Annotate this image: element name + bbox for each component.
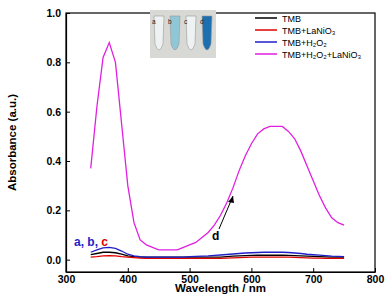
y-tick: 0.4 bbox=[46, 155, 70, 167]
inset-tube bbox=[186, 16, 196, 50]
y-tick: 0.2 bbox=[46, 204, 70, 216]
x-tick-label: 700 bbox=[305, 273, 323, 285]
annotation: a, b, c bbox=[74, 235, 108, 249]
y-tick: 0.0 bbox=[46, 254, 70, 266]
y-tick-label: 0.4 bbox=[46, 155, 61, 167]
chart: 3004005006007008000.00.20.40.60.81.0Wave… bbox=[0, 0, 389, 295]
x-tick-mark bbox=[375, 268, 376, 272]
y-tick-mark bbox=[66, 13, 70, 14]
legend-swatch bbox=[255, 41, 277, 43]
series-line bbox=[91, 43, 344, 250]
x-tick-mark bbox=[190, 268, 191, 272]
annotation-arrowhead bbox=[228, 196, 234, 203]
y-tick: 1.0 bbox=[46, 7, 70, 19]
legend-label: TMB+LaNiO₃ bbox=[282, 26, 336, 36]
annotation: d bbox=[212, 229, 219, 243]
y-tick-mark bbox=[66, 112, 70, 113]
y-axis-line bbox=[66, 14, 67, 273]
y-axis: 0.0 0.2 0.4 0.6 0.8 1.0 bbox=[46, 7, 70, 273]
y-tick: 0.6 bbox=[46, 106, 70, 118]
x-tick-mark bbox=[128, 268, 129, 272]
y-tick-label: 0.8 bbox=[46, 56, 61, 68]
y-tick-label: 0.2 bbox=[46, 204, 61, 216]
x-tick-label: 800 bbox=[367, 273, 385, 285]
x-tick-label: 300 bbox=[58, 273, 76, 285]
y-tick-mark bbox=[66, 260, 70, 261]
y-tick-mark bbox=[66, 161, 70, 162]
x-tick: 400 bbox=[120, 268, 138, 285]
y-tick: 0.8 bbox=[46, 56, 70, 68]
x-tick: 800 bbox=[367, 268, 385, 285]
legend: TMB TMB+LaNiO₃ TMB+H₂O₂ TMB+H₂O₂+LaNiO₃ bbox=[255, 14, 362, 60]
legend-swatch bbox=[255, 53, 277, 55]
legend-label: TMB bbox=[282, 14, 301, 24]
y-tick-mark bbox=[66, 62, 70, 63]
legend-swatch bbox=[255, 17, 277, 19]
x-tick-mark bbox=[313, 268, 314, 272]
y-axis-title: Absorbance (a.u.) bbox=[6, 94, 18, 191]
x-axis-line bbox=[67, 272, 376, 273]
x-tick-label: 400 bbox=[120, 273, 138, 285]
y-tick-mark bbox=[66, 210, 70, 211]
inset-background bbox=[150, 10, 216, 58]
y-tick-label: 1.0 bbox=[46, 7, 61, 19]
inset-label: d bbox=[200, 18, 204, 25]
plot-area bbox=[91, 43, 344, 259]
inset-label: a bbox=[152, 18, 156, 25]
x-tick: 700 bbox=[305, 268, 323, 285]
legend-label: TMB+H₂O₂ bbox=[282, 38, 327, 48]
annotation-part: c bbox=[98, 235, 108, 249]
x-axis-title: Wavelength / nm bbox=[175, 282, 266, 294]
annotation-arrow bbox=[219, 196, 233, 229]
x-tick-mark bbox=[251, 268, 252, 272]
y-tick-label: 0.6 bbox=[46, 106, 61, 118]
inset-label: b bbox=[168, 18, 172, 25]
inset-label: c bbox=[184, 18, 188, 25]
legend-label: TMB+H₂O₂+LaNiO₃ bbox=[282, 50, 362, 60]
annotation-part: a, b, bbox=[74, 235, 98, 249]
legend-swatch bbox=[255, 29, 277, 31]
series-line bbox=[91, 247, 344, 257]
series-line bbox=[91, 256, 344, 259]
y-tick-label: 0.0 bbox=[46, 254, 61, 266]
inset-photo: a b c d bbox=[150, 10, 216, 58]
plot-frame bbox=[66, 13, 375, 272]
